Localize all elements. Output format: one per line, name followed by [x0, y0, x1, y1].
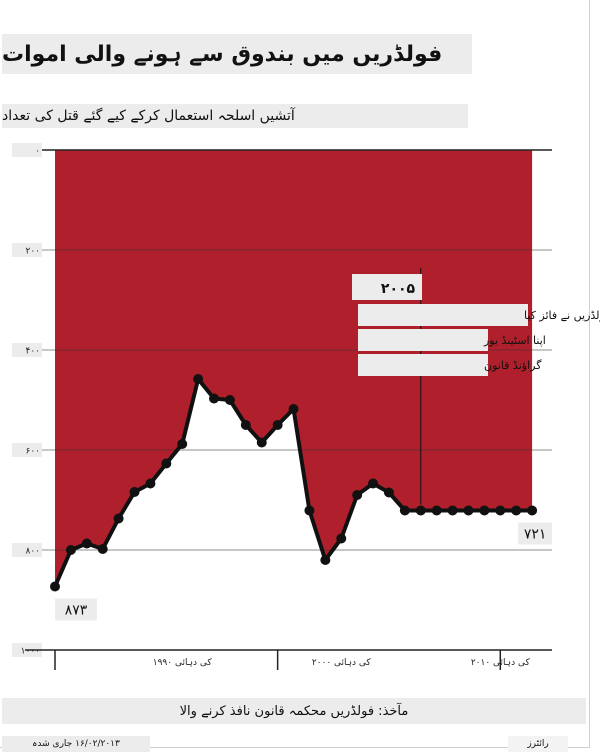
y-tick-label: ۸۰۰ — [25, 547, 40, 557]
y-tick-label-bg — [12, 143, 42, 157]
data-point — [431, 505, 442, 516]
chart-subtitle: آتشیں اسلحہ استعمال کرکے کیے گئے قتل کی … — [2, 104, 468, 128]
data-point — [209, 393, 220, 404]
data-point — [383, 487, 394, 498]
annotation-value-bg — [352, 274, 422, 300]
y-tick-label: ۲۰۰ — [25, 247, 40, 257]
data-point — [399, 505, 410, 516]
data-point — [129, 487, 140, 497]
x-tick-label: ۲۰۰۰ کی دہائی — [312, 658, 372, 668]
annotation-line-bg — [358, 329, 488, 351]
data-point — [240, 420, 251, 430]
data-point — [527, 505, 538, 516]
annotation-line: فولڈریں نے فائز کیا — [524, 309, 600, 322]
x-tick-label: ۲۰۱۰ کی دہائی — [471, 658, 531, 668]
y-tick-label: ۶۰۰ — [25, 447, 40, 457]
data-point — [479, 505, 490, 516]
annotation-line-bg — [358, 354, 488, 376]
x-tick-label: ۱۹۹۰ کی دہائی — [153, 658, 213, 668]
annotation-line-bg — [358, 304, 528, 326]
data-point — [161, 458, 172, 469]
data-point — [495, 505, 506, 516]
chart-title: فولڈریں میں بندوق سے ہونے والی اموات — [2, 34, 472, 74]
y-tick-label: ۰ — [35, 147, 40, 157]
data-point — [113, 513, 124, 524]
annotation-line: گراؤنڈ قانون — [484, 359, 542, 372]
annotation-value: ۲۰۰۵ — [381, 281, 416, 297]
data-point — [193, 374, 204, 384]
data-point — [304, 505, 315, 516]
data-point — [511, 505, 522, 516]
area-fill — [55, 150, 533, 587]
data-point — [50, 581, 60, 592]
y-tick-label-bg — [12, 543, 42, 557]
data-point — [288, 404, 299, 414]
data-point — [81, 538, 92, 549]
y-tick-label-bg — [12, 443, 42, 457]
area-chart: ۰ ۲۰۰ ۴۰۰ ۶۰۰ ۸۰۰ ۱۰۰۰ ۱۹۹۰ کی دہائی ۲۰۰۰ کی دہ… — [12, 143, 600, 670]
start-label-bg — [55, 598, 97, 621]
data-point — [336, 533, 347, 544]
end-value-label: ۷۲۱ — [524, 527, 547, 543]
data-point — [415, 505, 426, 516]
credit-note: رائٹرز — [508, 736, 568, 752]
data-point — [65, 545, 76, 555]
start-value-label: ۸۷۳ — [65, 603, 88, 619]
y-tick-label: ۱۰۰۰ — [21, 647, 40, 657]
y-tick-label-bg — [12, 243, 42, 257]
chart-frame — [0, 0, 590, 748]
annotation-line: اپنا اسٹینڈ یور — [483, 334, 546, 347]
data-point — [224, 395, 235, 405]
source-note: مآخذ: فولڈریں محکمہ قانون نافذ کرنے والا — [2, 698, 586, 724]
y-tick-label-bg — [12, 343, 42, 357]
data-point — [447, 505, 458, 516]
data-point — [145, 478, 156, 489]
data-point — [272, 420, 283, 430]
data-point — [463, 505, 474, 516]
data-point — [256, 437, 267, 448]
data-point — [368, 478, 379, 489]
data-point — [97, 544, 108, 554]
data-point — [177, 439, 188, 449]
end-label-bg — [518, 522, 553, 545]
data-point — [320, 555, 331, 565]
data-point — [352, 490, 363, 500]
date-note: ۱۶/۰۲/۲۰۱۳ جاری شدہ — [2, 736, 150, 752]
y-tick-label: ۴۰۰ — [25, 347, 40, 357]
